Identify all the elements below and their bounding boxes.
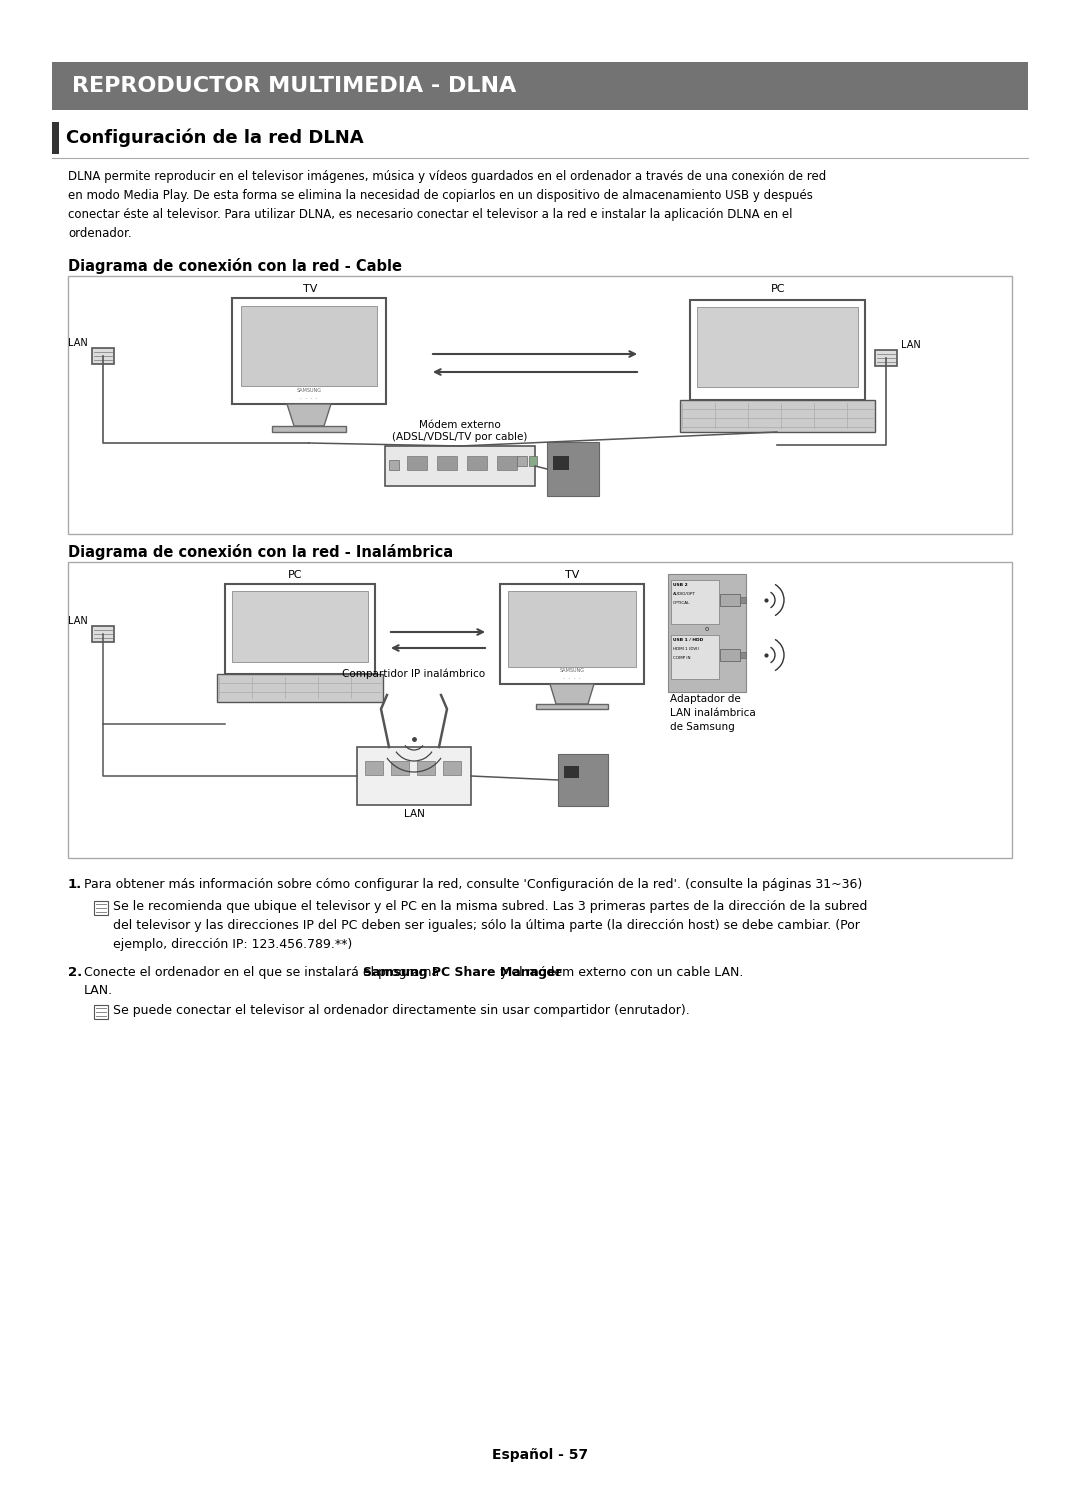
Bar [52,122,59,153]
Text: Diagrama de conexión con la red - Inalámbrica: Diagrama de conexión con la red - Inalám… [68,545,454,559]
Text: OPTICAL: OPTICAL [673,601,690,606]
Bar [671,635,719,679]
Bar [690,301,865,400]
Text: Para obtener más información sobre cómo configurar la red, consulte 'Configuraci: Para obtener más información sobre cómo … [84,878,862,891]
Text: TV: TV [565,570,579,580]
Bar [497,455,517,470]
Text: Configuración de la red DLNA: Configuración de la red DLNA [66,129,364,147]
Bar [232,298,386,405]
Bar [517,455,527,466]
Text: LAN.: LAN. [84,984,113,997]
Bar [720,594,740,606]
Bar [417,760,435,775]
Bar [443,760,461,775]
Text: REPRODUCTOR MULTIMEDIA - DLNA: REPRODUCTOR MULTIMEDIA - DLNA [72,76,516,97]
Text: Español - 57: Español - 57 [491,1448,589,1463]
Bar [92,626,114,641]
Text: Samsung PC Share Manager: Samsung PC Share Manager [363,966,562,979]
Text: Se puede conectar el televisor al ordenador directamente sin usar compartidor (e: Se puede conectar el televisor al ordena… [113,1004,690,1016]
Text: LAN: LAN [901,339,921,350]
Bar [407,455,427,470]
Text: 1.: 1. [68,878,82,891]
Text: HDMI 1 (DVI): HDMI 1 (DVI) [673,647,699,652]
Text: ·  ·  ·  ·: · · · · [564,676,581,680]
Bar [529,455,537,466]
Bar [232,591,368,662]
Text: USB 2: USB 2 [673,583,688,586]
Bar [272,426,346,432]
Text: SAMSUNG: SAMSUNG [559,668,584,673]
Text: Compartidor IP inalámbrico: Compartidor IP inalámbrico [342,668,486,679]
Bar [740,652,746,658]
Bar [357,747,471,805]
Bar [546,442,599,496]
Text: DLNA permite reproducir en el televisor imágenes, música y vídeos guardados en e: DLNA permite reproducir en el televisor … [68,170,826,240]
Bar [720,649,740,661]
Bar [553,455,569,470]
Text: USB 1 / HDD: USB 1 / HDD [673,638,703,641]
Text: Módem externo: Módem externo [419,420,501,430]
Text: SAMSUNG: SAMSUNG [297,387,322,393]
Text: Diagrama de conexión con la red - Cable: Diagrama de conexión con la red - Cable [68,257,402,274]
Bar [669,574,746,692]
Bar [68,562,1012,859]
Text: ·  ·  ·  ·: · · · · [300,396,318,400]
Bar [92,348,114,365]
Bar [671,580,719,623]
Bar [52,62,1028,110]
Polygon shape [550,684,594,704]
Text: Adaptador de
LAN inalámbrica
de Samsung: Adaptador de LAN inalámbrica de Samsung [670,693,756,732]
Bar [217,674,383,702]
Bar [467,455,487,470]
Bar [94,902,108,915]
Bar [241,307,377,385]
Bar [225,583,375,674]
Bar [508,591,636,667]
Bar [94,1004,108,1019]
Bar [384,446,535,487]
Bar [365,760,383,775]
Bar [68,275,1012,534]
Bar [437,455,457,470]
Text: Conecte el ordenador en el que se instalará el programa: Conecte el ordenador en el que se instal… [84,966,443,979]
Text: 2.: 2. [68,966,82,979]
Text: (ADSL/VDSL/TV por cable): (ADSL/VDSL/TV por cable) [392,432,528,442]
Text: PC: PC [771,284,785,295]
Bar [391,760,409,775]
Text: o: o [705,626,710,632]
Text: y el módem externo con un cable LAN.: y el módem externo con un cable LAN. [496,966,743,979]
Bar [680,400,875,432]
Bar [697,307,858,387]
Bar [564,766,579,778]
Text: TV: TV [302,284,318,295]
Text: PC: PC [287,570,302,580]
Text: Se le recomienda que ubique el televisor y el PC en la misma subred. Las 3 prime: Se le recomienda que ubique el televisor… [113,900,867,951]
Bar [558,754,608,806]
Bar [500,583,644,684]
Polygon shape [287,405,330,426]
Bar [740,597,746,603]
Text: COMP IN: COMP IN [673,656,690,661]
Text: AUDIO/OPT: AUDIO/OPT [673,592,696,597]
Text: LAN: LAN [68,616,87,626]
Bar [875,350,897,366]
Bar [389,460,399,470]
Bar [536,704,608,708]
Text: LAN: LAN [68,338,87,348]
Text: LAN: LAN [404,809,424,818]
